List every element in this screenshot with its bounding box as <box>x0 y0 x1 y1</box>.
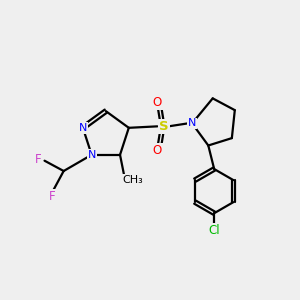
Text: O: O <box>153 96 162 109</box>
Text: CH₃: CH₃ <box>122 175 143 185</box>
Text: S: S <box>159 120 169 133</box>
Text: N: N <box>79 123 87 133</box>
Text: F: F <box>35 153 41 166</box>
Text: Cl: Cl <box>208 224 220 237</box>
Text: F: F <box>49 190 55 203</box>
Text: O: O <box>153 144 162 157</box>
Text: N: N <box>188 118 196 128</box>
Text: N: N <box>88 150 96 160</box>
